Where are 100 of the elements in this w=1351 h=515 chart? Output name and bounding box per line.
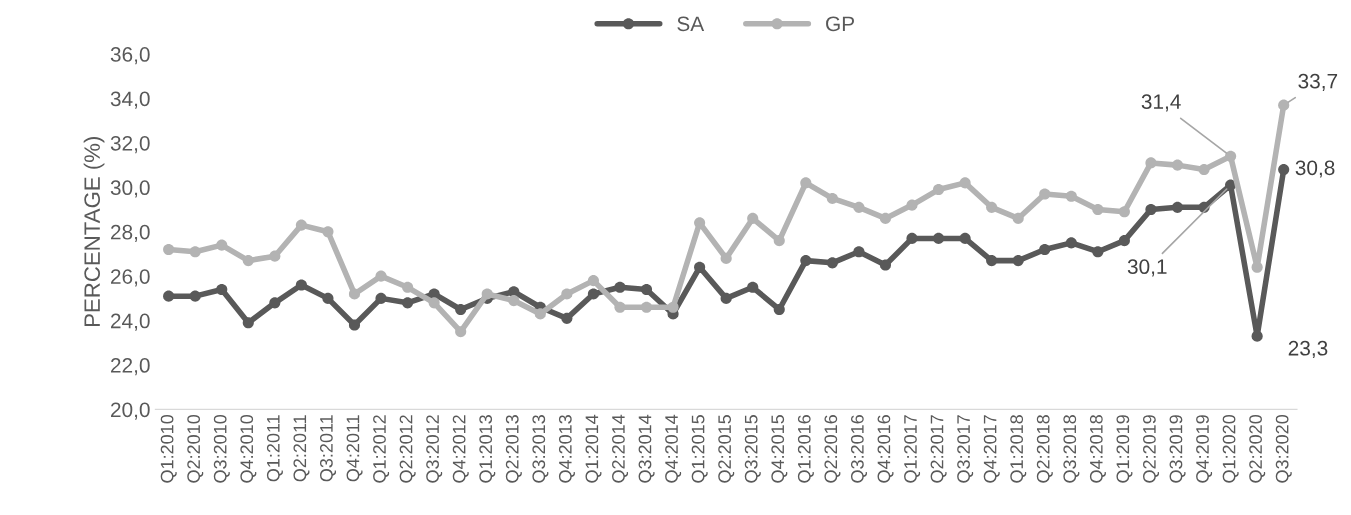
- point: [1065, 190, 1077, 202]
- point: [587, 275, 599, 287]
- data-label: 31,4: [1141, 94, 1181, 112]
- point: [1012, 212, 1024, 224]
- x-tick-label: Q3:2014: [638, 414, 655, 483]
- point: [879, 212, 892, 224]
- point: [481, 288, 493, 300]
- point: [216, 239, 228, 251]
- point: [295, 219, 307, 231]
- x-tick-label: Q1:2011: [266, 415, 283, 482]
- x-tick-label: Q3:2015: [744, 415, 761, 483]
- y-axis-title: PERCENTAGE (%): [83, 137, 105, 327]
- x-tick-label: Q3:2010: [213, 414, 230, 483]
- point: [614, 301, 626, 313]
- point: [402, 297, 414, 309]
- x-tick-label: Q4:2017: [983, 415, 1000, 483]
- x-tick-label: Q2:2012: [399, 415, 416, 483]
- point: [242, 255, 254, 267]
- point: [189, 246, 201, 258]
- x-tick-label: Q2:2019: [1143, 415, 1160, 483]
- point: [348, 288, 361, 300]
- point: [773, 235, 785, 247]
- x-tick-label: Q1:2016: [797, 415, 814, 483]
- x-tick-label: Q2:2020: [1249, 414, 1266, 483]
- x-tick-label: Q1:2020: [1222, 414, 1239, 483]
- point: [1065, 237, 1077, 249]
- data-label: 33,7: [1298, 73, 1338, 91]
- point: [826, 192, 838, 204]
- x-tick-label: Q3:2013: [532, 415, 549, 483]
- point: [1171, 159, 1184, 171]
- point: [561, 312, 573, 324]
- point: [1251, 330, 1263, 342]
- point: [1039, 243, 1051, 256]
- point: [1118, 206, 1130, 218]
- x-tick-label: Q2:2016: [824, 415, 841, 483]
- point: [720, 292, 732, 304]
- point: [614, 281, 626, 293]
- point: [1278, 99, 1290, 111]
- x-tick-label: Q1:2017: [904, 415, 921, 483]
- point: [455, 326, 467, 338]
- y-tick-label: 28,0: [111, 224, 150, 242]
- point: [879, 259, 892, 271]
- x-tick-label: Q4:2012: [452, 415, 469, 483]
- point: [906, 232, 918, 244]
- x-tick-label: Q4:2010: [240, 414, 257, 483]
- y-tick-label: 26,0: [111, 269, 150, 287]
- y-tick-label: 36,0: [110, 47, 150, 65]
- point: [428, 297, 440, 309]
- point: [534, 308, 546, 320]
- y-tick-label: 24,0: [111, 313, 150, 331]
- x-tick-label: Q1:2014: [585, 414, 602, 483]
- point: [1039, 188, 1051, 200]
- point: [269, 297, 281, 309]
- point: [933, 232, 945, 244]
- data-label: 23,3: [1288, 340, 1328, 359]
- x-tick-label: Q4:2013: [558, 415, 575, 483]
- x-tick-label: Q2:2017: [930, 415, 947, 483]
- point: [587, 288, 599, 300]
- point: [667, 301, 679, 313]
- legend-label: SA: [677, 16, 705, 32]
- point: [163, 243, 175, 256]
- point: [189, 290, 201, 302]
- point: [1145, 157, 1157, 169]
- point: [1012, 255, 1024, 267]
- legend-label: GP: [826, 16, 855, 32]
- point: [986, 255, 998, 267]
- x-tick-label: Q2:2015: [718, 415, 735, 483]
- point: [853, 201, 865, 213]
- point: [216, 283, 228, 296]
- point: [959, 232, 971, 244]
- point: [747, 212, 759, 224]
- point: [986, 201, 998, 213]
- x-tick-label: Q2:2011: [293, 415, 310, 482]
- point: [375, 292, 387, 304]
- point: [933, 184, 945, 196]
- point: [1145, 203, 1157, 216]
- point: [163, 290, 175, 302]
- y-tick-label: 30,0: [110, 180, 150, 198]
- point: [242, 317, 254, 329]
- x-tick-label: Q1:2018: [1010, 415, 1027, 483]
- x-tick-label: Q2:2013: [505, 415, 522, 483]
- x-tick-label: Q2:2010: [187, 414, 204, 483]
- point: [1092, 246, 1104, 258]
- x-tick-label: Q2:2014: [612, 414, 629, 483]
- point: [1225, 150, 1237, 162]
- data-label: 30,8: [1295, 160, 1335, 178]
- point: [853, 246, 865, 258]
- point: [508, 295, 520, 307]
- x-tick-label: Q1:2019: [1116, 415, 1133, 483]
- point: [1092, 203, 1104, 216]
- y-tick-label: 34,0: [110, 91, 150, 109]
- y-tick-label: 22,0: [111, 358, 150, 376]
- y-tick-label: 20,0: [111, 402, 150, 420]
- point: [1171, 201, 1184, 213]
- point: [800, 255, 812, 267]
- x-tick-label: Q3:2020: [1275, 414, 1292, 483]
- point: [826, 257, 838, 269]
- x-tick-label: Q4:2019: [1196, 415, 1213, 483]
- x-tick-label: Q3:2017: [957, 415, 974, 483]
- x-tick-label: Q3:2018: [1063, 415, 1080, 483]
